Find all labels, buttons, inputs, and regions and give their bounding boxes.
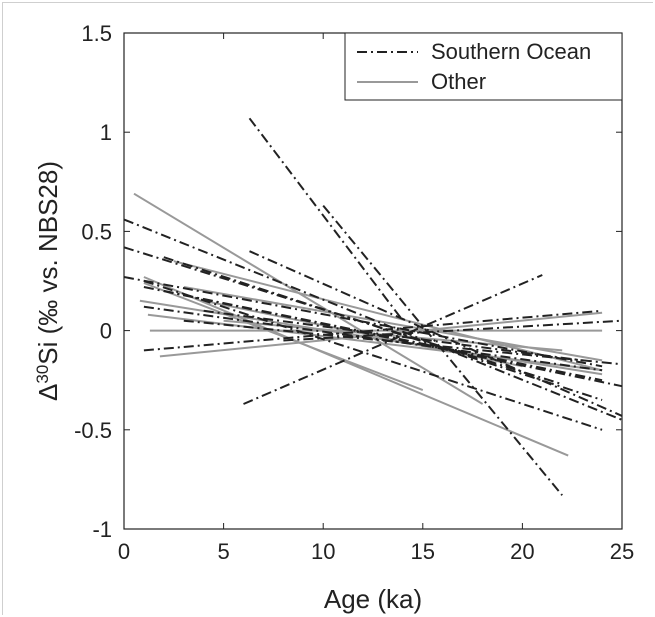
y-tick-label: -1 (92, 517, 112, 542)
y-tick-label: 1.5 (81, 21, 112, 46)
other-series-line (173, 260, 603, 372)
other-series-line (147, 313, 603, 372)
y-tick-label: 1 (100, 120, 112, 145)
y-tick-label: 0 (100, 319, 112, 344)
legend-box (344, 32, 623, 101)
x-tick-label: 20 (510, 539, 534, 564)
legend: Southern Ocean Other (344, 32, 623, 101)
other-series-line (143, 282, 424, 392)
x-tick-label: 5 (217, 539, 229, 564)
southern-ocean-series-line (322, 204, 563, 496)
southern-ocean-series-line (143, 280, 603, 431)
southern-ocean-series-line (143, 305, 603, 372)
legend-label-southern-ocean: Southern Ocean (431, 39, 591, 64)
other-series-line (143, 276, 569, 457)
y-tick-label: 0.5 (81, 219, 112, 244)
legend-label-other: Other (431, 69, 486, 94)
x-tick-label: 25 (610, 539, 634, 564)
series-group (123, 117, 623, 496)
southern-ocean-series-line (203, 309, 583, 362)
southern-ocean-series-line (143, 309, 603, 352)
southern-ocean-series-line (249, 250, 623, 417)
southern-ocean-series-line (143, 286, 623, 388)
other-series-line (133, 192, 484, 405)
southern-ocean-series-line (123, 218, 623, 421)
x-tick-label: 15 (411, 539, 435, 564)
x-axis-label: Age (ka) (324, 584, 422, 614)
axis-ticks: 0 5 10 15 20 25 -1 -0.5 0 0.5 1 1.5 (74, 21, 634, 564)
southern-ocean-series-line (163, 256, 603, 401)
southern-ocean-series-line (243, 274, 543, 405)
y-axis-label: Δ30Si (‰ vs. NBS28) (33, 161, 63, 401)
southern-ocean-series-line (283, 319, 623, 342)
x-tick-label: 10 (311, 539, 335, 564)
y-tick-label: -0.5 (74, 418, 112, 443)
southern-ocean-series-line (248, 117, 404, 322)
southern-ocean-series-line (163, 289, 603, 382)
x-tick-label: 0 (118, 539, 130, 564)
